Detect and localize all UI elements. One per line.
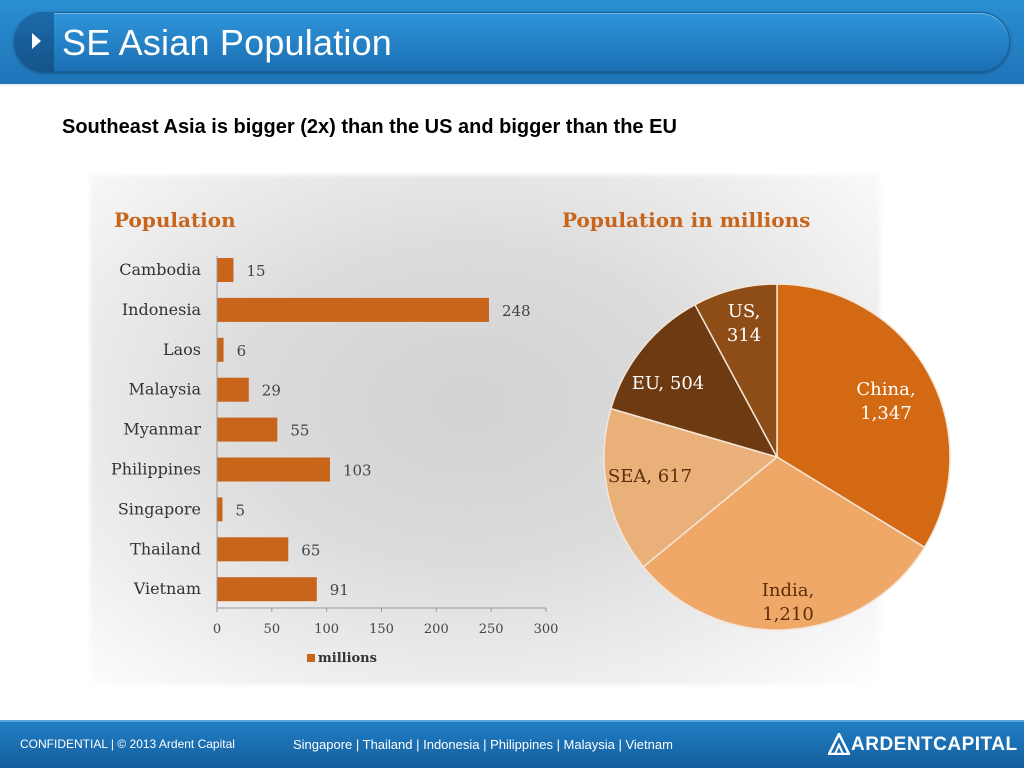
x-tick-label: 200 — [424, 622, 449, 637]
bar-value-label: 91 — [330, 581, 349, 599]
bar — [217, 417, 278, 442]
pie-slice-label: China, — [856, 379, 915, 400]
title-bar — [14, 12, 1010, 72]
pie-slice — [609, 303, 779, 459]
bar-value-label: 29 — [262, 382, 281, 400]
bar-category-label: Cambodia — [119, 260, 201, 279]
bar — [217, 537, 289, 562]
pie-slice-value: 617 — [658, 466, 692, 487]
header-divider — [0, 84, 1024, 86]
bar — [217, 377, 249, 402]
bar-chart: Population Cambodia 15 Indonesia 248 Laos 6 Mal… — [111, 208, 558, 666]
bar — [217, 497, 223, 522]
pie-slice-label: SEA, 617 — [608, 466, 692, 487]
pie-slice-value: 504 — [670, 373, 704, 394]
bar-value-label: 15 — [246, 262, 265, 280]
pie-slice-label: EU, 504 — [632, 373, 704, 394]
pie-slice — [642, 456, 926, 631]
slide-subtitle: Southeast Asia is bigger (2x) than the U… — [62, 116, 677, 138]
pie-chart: Population in millions China, 1,347 India, 1… — [562, 208, 951, 631]
bar-value-label: 248 — [502, 302, 531, 320]
ardent-logo-text: ARDENTCAPITAL — [851, 734, 1018, 755]
bar-value-label: 103 — [343, 462, 372, 480]
x-tick-label: 150 — [369, 622, 394, 637]
bar-category-label: Laos — [163, 340, 201, 359]
x-tick-label: 0 — [213, 622, 221, 637]
bar-category-label: Thailand — [130, 539, 201, 558]
pie-slice-value: 1,347 — [860, 403, 912, 424]
footer-bar — [0, 720, 1024, 768]
bar-category-label: Myanmar — [123, 420, 201, 439]
charts-canvas: Population Cambodia 15 Indonesia 248 Laos 6 Mal… — [111, 208, 951, 666]
bar-value-label: 5 — [235, 501, 245, 519]
bar-category-label: Singapore — [118, 499, 201, 518]
bar-category-label: Philippines — [111, 460, 201, 479]
pie-slice-value: 314 — [727, 325, 761, 346]
pie-slice — [776, 283, 951, 549]
pie-chart-title: Population in millions — [562, 208, 810, 232]
bar-value-label: 6 — [237, 342, 247, 360]
bar-value-label: 55 — [290, 422, 309, 440]
footer-countries: Singapore | Thailand | Indonesia | Phili… — [293, 737, 673, 752]
legend-label: millions — [318, 651, 377, 666]
bar — [217, 457, 330, 482]
bar-chart-title: Population — [114, 208, 236, 232]
bar-category-label: Vietnam — [133, 579, 201, 598]
bar-category-label: Malaysia — [129, 380, 202, 399]
play-arrow-icon — [32, 33, 41, 49]
bar — [217, 577, 317, 602]
pie-slice — [693, 283, 778, 458]
x-tick-label: 50 — [264, 622, 281, 637]
ardent-logo-icon — [828, 733, 850, 755]
bar — [217, 297, 489, 322]
pie-slice-label: US, — [728, 301, 761, 322]
page-title: SE Asian Population — [62, 22, 393, 63]
pie-slice-label: India, — [762, 580, 814, 601]
bar — [217, 258, 234, 282]
pie-slice — [603, 407, 779, 568]
pie-slice-value: 1,210 — [762, 604, 814, 625]
x-tick-label: 300 — [534, 622, 559, 637]
x-tick-label: 100 — [314, 622, 339, 637]
footer-confidential: CONFIDENTIAL | © 2013 Ardent Capital — [20, 737, 235, 751]
legend-swatch — [307, 654, 315, 662]
x-tick-label: 250 — [479, 622, 504, 637]
bar-category-label: Indonesia — [122, 300, 202, 319]
bar — [217, 337, 224, 362]
bar-value-label: 65 — [301, 541, 320, 559]
